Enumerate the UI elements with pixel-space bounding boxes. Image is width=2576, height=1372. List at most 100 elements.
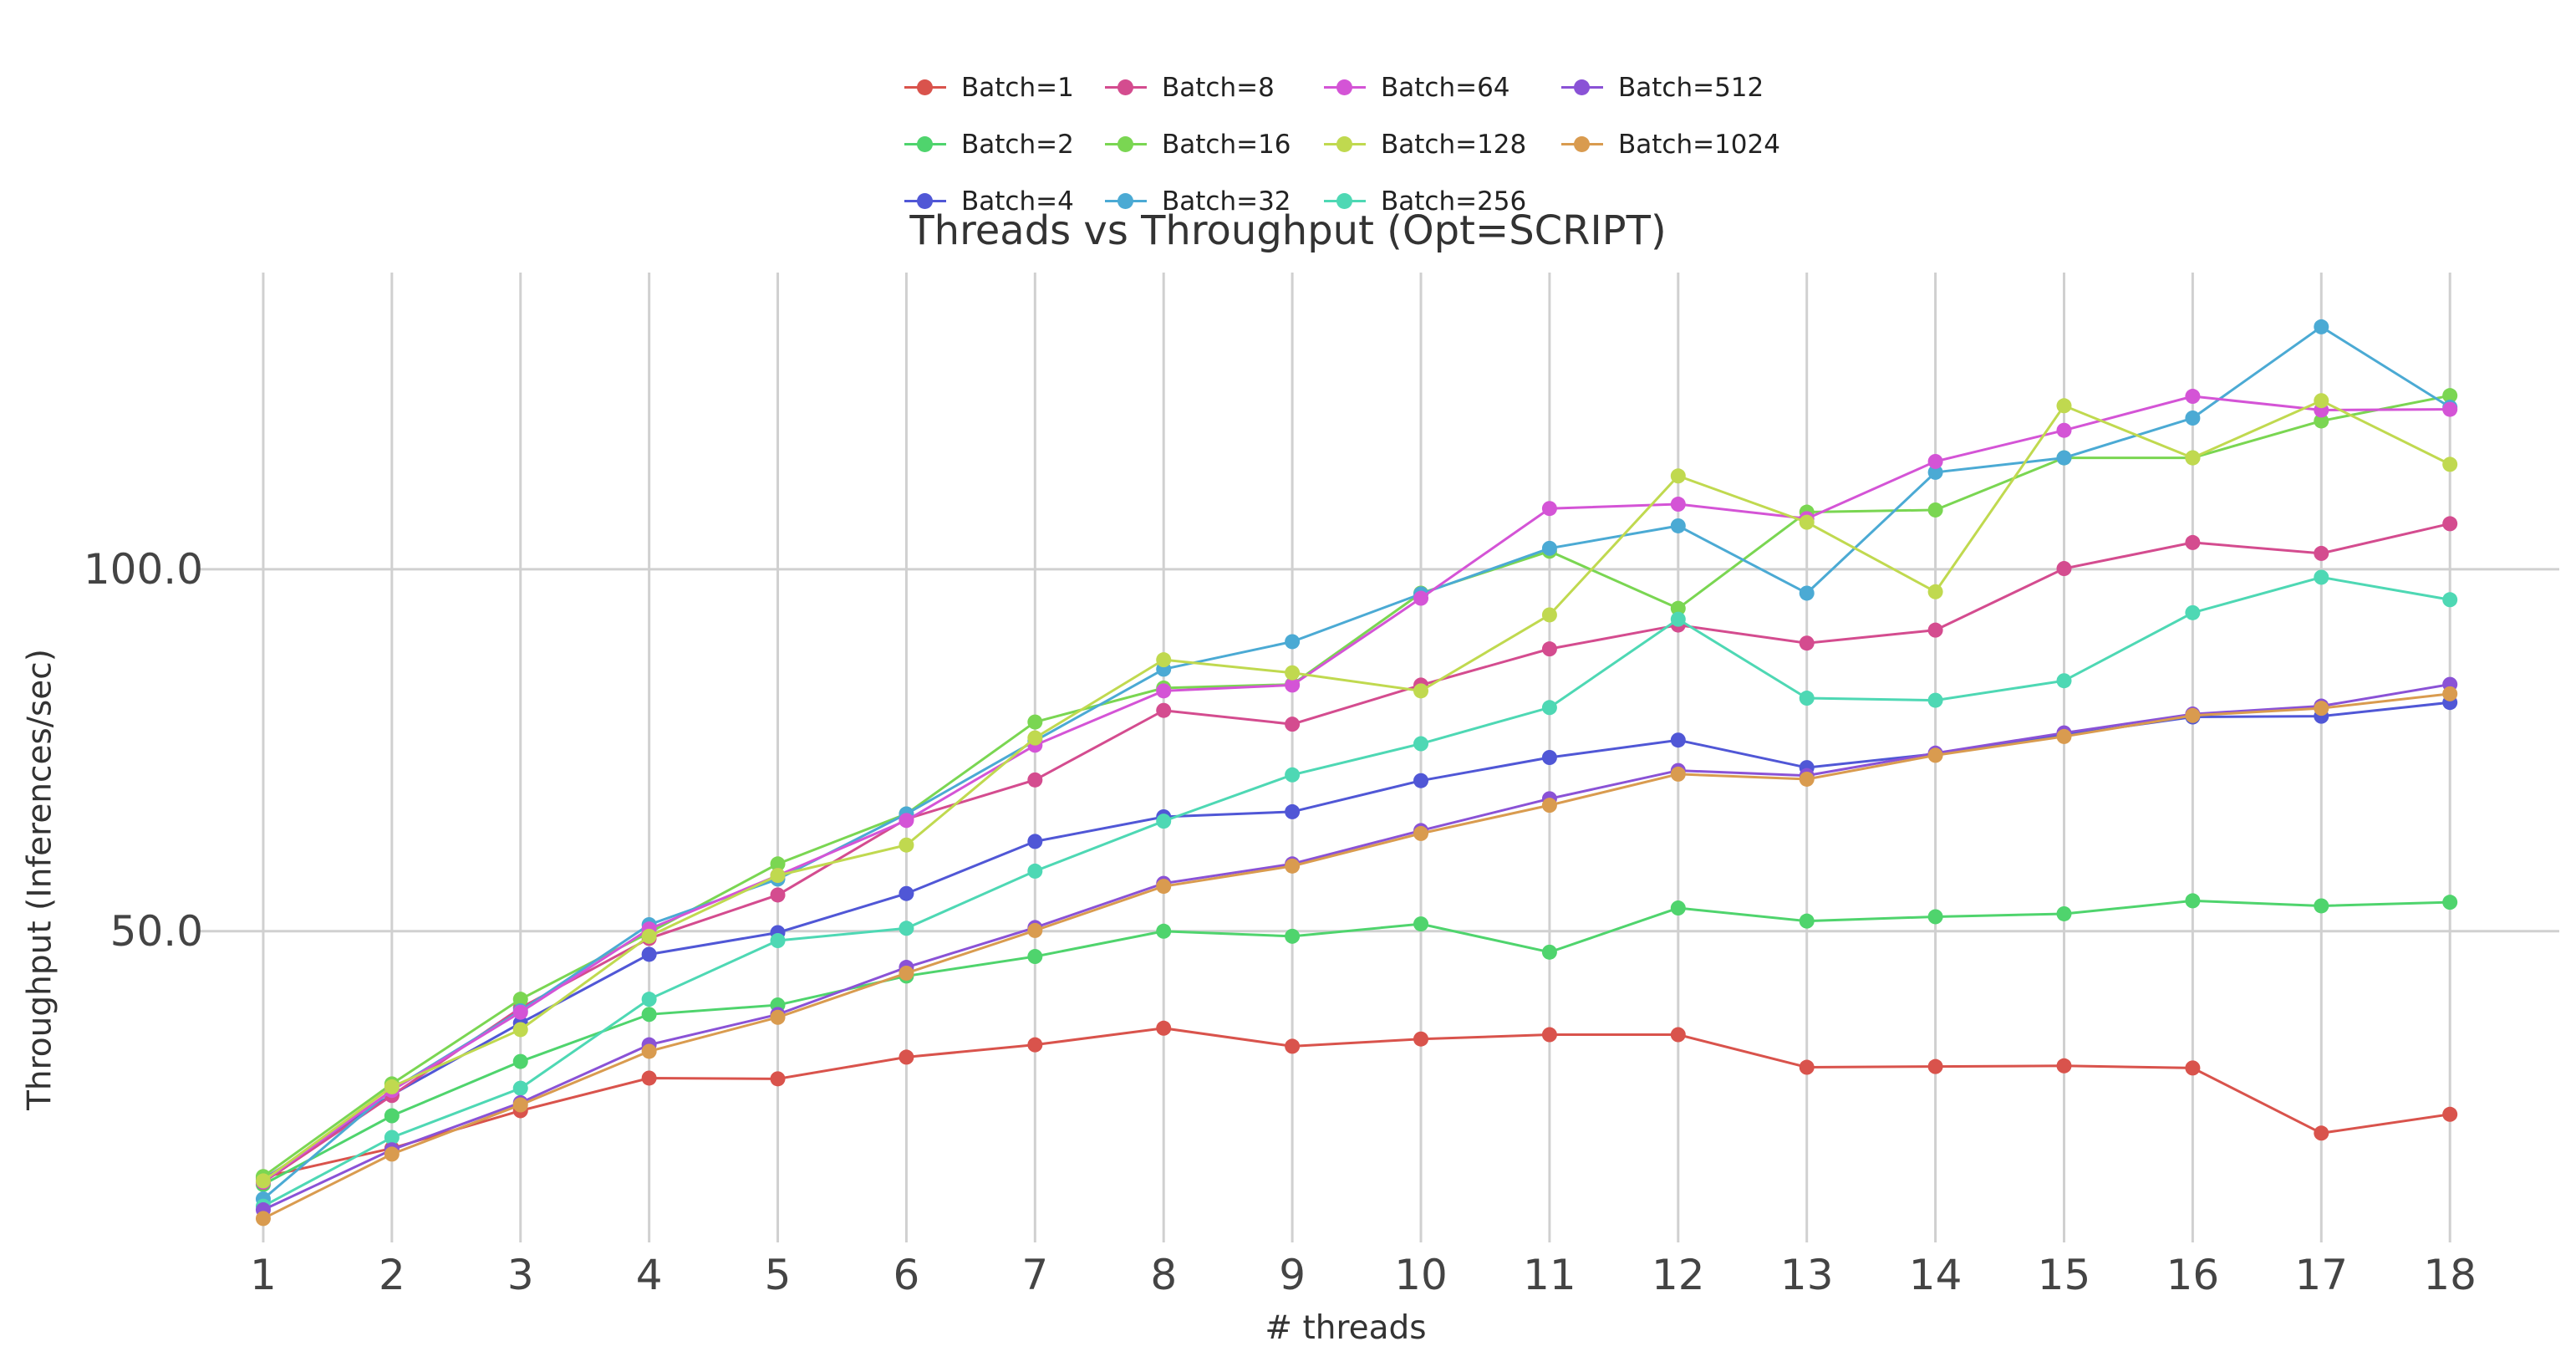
- data-point: [1027, 949, 1043, 965]
- x-tick-label: 2: [379, 1251, 405, 1299]
- data-point: [1799, 635, 1815, 651]
- x-tick-label: 4: [636, 1251, 663, 1299]
- data-point: [1156, 879, 1172, 895]
- x-tick-label: 9: [1279, 1251, 1306, 1299]
- data-point: [2314, 569, 2329, 585]
- data-point: [2056, 450, 2072, 466]
- y-axis-label: Throughput (Inferences/sec): [21, 649, 59, 1110]
- data-point: [770, 1009, 786, 1025]
- x-tick-label: 18: [2423, 1251, 2477, 1299]
- x-tick-label: 5: [765, 1251, 792, 1299]
- data-point: [1413, 736, 1429, 752]
- data-point: [1156, 683, 1172, 699]
- data-point: [2056, 398, 2072, 414]
- series-batch-1: [255, 1020, 2458, 1186]
- data-point: [2056, 422, 2072, 438]
- data-point: [899, 1049, 914, 1065]
- data-point: [1927, 692, 1943, 708]
- data-point: [1927, 453, 1943, 469]
- data-point: [1670, 600, 1686, 616]
- x-tick-label: 10: [1394, 1251, 1448, 1299]
- data-point: [2314, 545, 2329, 561]
- data-point: [770, 887, 786, 903]
- series-batch-16: [255, 388, 2458, 1185]
- legend-item: Batch=64: [1324, 72, 1561, 103]
- data-point: [899, 837, 914, 853]
- data-point: [1541, 750, 1557, 765]
- legend-label: Batch=64: [1381, 72, 1510, 103]
- data-point: [1027, 922, 1043, 938]
- data-point: [1541, 944, 1557, 960]
- x-tick-labels: 1 2 3 4 5 6 7 8 9 10 11 12 13 14 15 16 17 18: [250, 1251, 2477, 1299]
- series-batch-256: [255, 569, 2458, 1214]
- data-point: [1285, 665, 1301, 681]
- data-point: [1541, 607, 1557, 623]
- data-point: [2314, 413, 2329, 429]
- data-point: [1027, 863, 1043, 879]
- data-point: [1799, 913, 1815, 929]
- data-point: [1670, 497, 1686, 513]
- data-point: [2185, 893, 2201, 909]
- data-point: [1413, 590, 1429, 606]
- data-point: [641, 992, 657, 1007]
- data-point: [641, 1007, 657, 1023]
- x-tick-label: 7: [1021, 1251, 1048, 1299]
- data-point: [1285, 858, 1301, 874]
- data-point: [1927, 502, 1943, 518]
- data-point: [2185, 1060, 2201, 1076]
- data-point: [2442, 516, 2458, 532]
- data-point: [2056, 728, 2072, 744]
- legend-label: Batch=32: [1162, 186, 1291, 217]
- data-point: [899, 921, 914, 936]
- data-point: [1285, 767, 1301, 783]
- data-point: [1413, 916, 1429, 932]
- data-point: [1027, 1037, 1043, 1053]
- x-tick-label: 16: [2166, 1251, 2220, 1299]
- legend-item: Batch=16: [1105, 129, 1324, 160]
- series-batch-128: [255, 393, 2458, 1189]
- series-line: [262, 899, 2451, 1186]
- legend-label: Batch=1024: [1618, 129, 1780, 160]
- x-tick-label: 8: [1150, 1251, 1177, 1299]
- data-point: [2442, 388, 2458, 404]
- x-tick-label: 12: [1652, 1251, 1705, 1299]
- series-line: [262, 575, 2451, 1208]
- data-point: [1670, 518, 1686, 533]
- data-point: [1285, 1038, 1301, 1054]
- data-point: [2442, 895, 2458, 910]
- data-point: [1285, 803, 1301, 819]
- data-point: [1413, 683, 1429, 699]
- data-point: [1670, 1027, 1686, 1043]
- data-point: [2056, 1058, 2072, 1074]
- series-batch-2: [255, 893, 2458, 1192]
- data-point: [512, 1022, 528, 1038]
- data-point: [2056, 673, 2072, 689]
- data-point: [1670, 900, 1686, 916]
- y-tick-labels: 50.0 100.0: [84, 545, 203, 956]
- legend-label: Batch=2: [961, 129, 1074, 160]
- data-point: [2185, 534, 2201, 550]
- data-point: [1670, 611, 1686, 627]
- legend-swatch: [1105, 72, 1147, 103]
- legend-item: Batch=512: [1561, 72, 1779, 103]
- x-tick-label: 15: [2038, 1251, 2091, 1299]
- data-point: [1927, 909, 1943, 925]
- chart-title: Threads vs Throughput (Opt=SCRIPT): [909, 207, 1667, 254]
- data-point: [255, 1173, 271, 1189]
- data-point: [1285, 717, 1301, 732]
- x-tick-label: 13: [1780, 1251, 1834, 1299]
- data-point: [512, 1080, 528, 1096]
- legend-label: Batch=4: [961, 186, 1074, 217]
- data-point: [2185, 389, 2201, 405]
- data-point: [384, 1079, 400, 1094]
- data-point: [1541, 501, 1557, 517]
- data-point: [1413, 773, 1429, 788]
- data-point: [899, 813, 914, 829]
- data-point: [2314, 701, 2329, 717]
- legend-swatch: [1324, 72, 1366, 103]
- data-point: [1927, 622, 1943, 638]
- x-tick-label: 6: [893, 1251, 920, 1299]
- legend-label: Batch=8: [1162, 72, 1275, 103]
- legend-swatch: [1561, 72, 1603, 103]
- series-line: [262, 394, 2451, 1178]
